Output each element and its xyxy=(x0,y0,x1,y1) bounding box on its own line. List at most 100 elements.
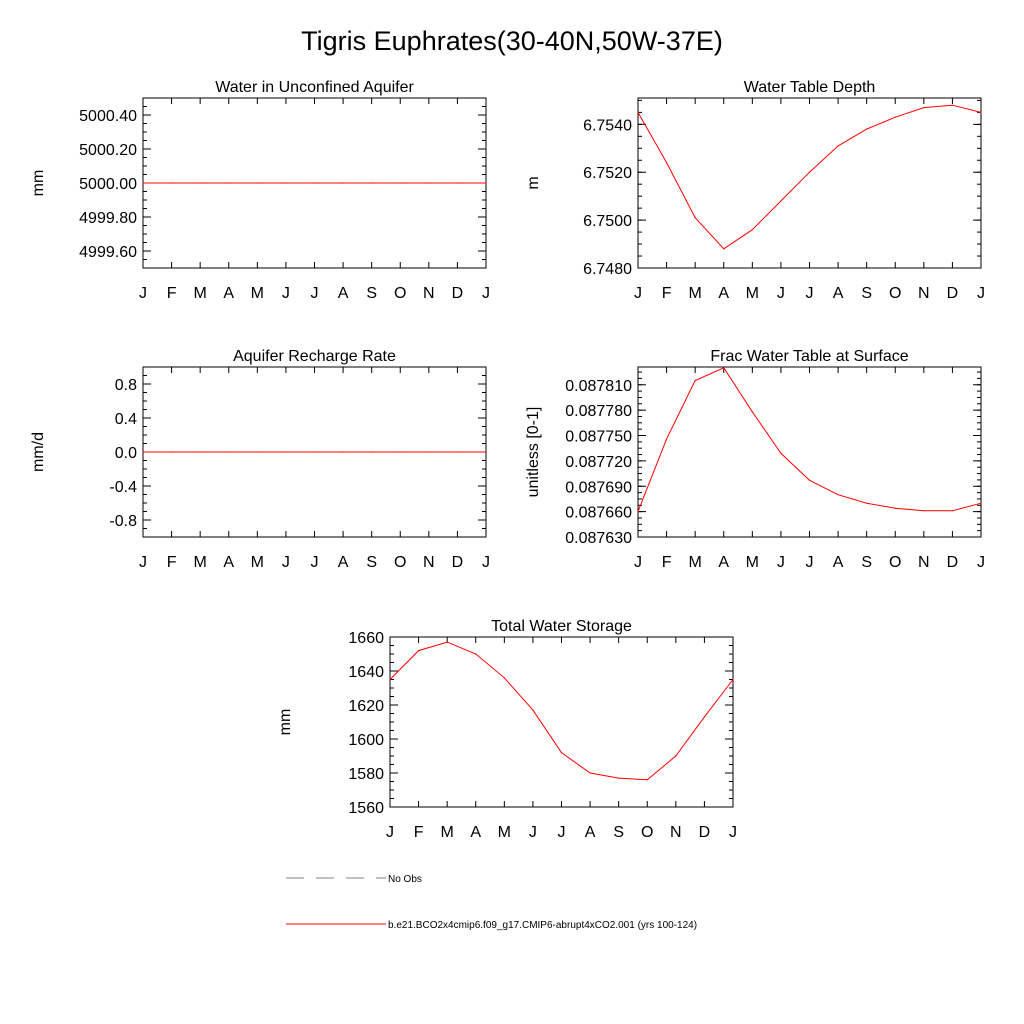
x-tick-label: J xyxy=(482,285,490,302)
data-point xyxy=(980,111,982,113)
data-point xyxy=(703,716,706,718)
data-point xyxy=(503,677,505,679)
data-point xyxy=(256,451,258,453)
data-point xyxy=(694,217,696,219)
y-axis-label: unitless [0-1] xyxy=(525,407,542,498)
y-tick-label: 0.4 xyxy=(115,411,137,428)
x-tick-label: J xyxy=(311,285,319,302)
data-point xyxy=(371,182,373,184)
x-tick-label: A xyxy=(470,824,481,841)
y-axis-label: mm xyxy=(30,170,47,197)
x-tick-label: S xyxy=(613,824,624,841)
y-tick-label: 0.087660 xyxy=(565,505,632,522)
x-tick-label: J xyxy=(806,285,814,302)
y-tick-label: 1640 xyxy=(348,664,384,681)
data-point xyxy=(342,182,344,184)
x-tick-label: O xyxy=(394,554,406,571)
x-tick-label: J xyxy=(386,824,394,841)
y-tick-label: -0.4 xyxy=(109,479,137,496)
data-point xyxy=(142,451,144,453)
panel-title: Water in Unconfined Aquifer xyxy=(215,79,414,96)
data-point xyxy=(751,411,753,413)
x-tick-label: N xyxy=(670,824,682,841)
x-tick-label: A xyxy=(718,285,729,302)
data-point xyxy=(475,653,477,655)
data-point xyxy=(866,502,868,504)
x-tick-label: N xyxy=(423,285,435,302)
data-point xyxy=(808,479,811,481)
x-tick-label: J xyxy=(977,554,985,571)
x-tick-label: J xyxy=(729,824,737,841)
x-tick-label: J xyxy=(311,554,319,571)
data-point xyxy=(313,182,316,184)
x-tick-label: M xyxy=(498,824,511,841)
y-tick-label: 5000.00 xyxy=(79,176,137,193)
data-point xyxy=(199,182,201,184)
panel-title: Aquifer Recharge Rate xyxy=(233,348,396,365)
data-point xyxy=(894,116,896,118)
x-tick-label: D xyxy=(947,554,959,571)
x-tick-label: J xyxy=(282,285,290,302)
x-tick-label: M xyxy=(441,824,454,841)
y-tick-label: 0.087690 xyxy=(565,479,632,496)
data-point xyxy=(980,502,982,504)
panel-title: Water Table Depth xyxy=(744,79,876,96)
x-tick-label: A xyxy=(338,554,349,571)
x-tick-label: O xyxy=(641,824,653,841)
data-point xyxy=(618,777,620,779)
data-point xyxy=(428,182,430,184)
data-point xyxy=(589,772,591,774)
data-point xyxy=(313,451,316,453)
y-tick-label: 6.7540 xyxy=(583,117,632,134)
x-tick-label: M xyxy=(689,554,702,571)
x-tick-label: F xyxy=(167,554,177,571)
y-axis-label: m xyxy=(525,176,542,189)
data-point xyxy=(142,182,144,184)
data-point xyxy=(428,451,430,453)
y-tick-label: 4999.60 xyxy=(79,244,137,261)
x-tick-label: F xyxy=(662,285,672,302)
data-point xyxy=(371,451,373,453)
data-point xyxy=(389,678,391,681)
y-tick-label: 6.7480 xyxy=(583,261,632,278)
data-point xyxy=(199,451,201,453)
x-tick-label: A xyxy=(833,285,844,302)
x-tick-label: A xyxy=(223,554,234,571)
x-tick-label: J xyxy=(977,285,985,302)
x-tick-label: F xyxy=(414,824,424,841)
figure-title: Tigris Euphrates(30-40N,50W-37E) xyxy=(301,26,723,56)
data-point xyxy=(665,438,668,440)
x-tick-label: J xyxy=(558,824,566,841)
data-point xyxy=(923,106,925,109)
data-point xyxy=(446,641,448,643)
x-tick-label: J xyxy=(139,554,147,571)
data-point xyxy=(694,379,696,382)
data-point xyxy=(456,182,459,184)
legend-model-label: b.e21.BCO2x4cmip6.f09_g17.CMIP6-abrupt4x… xyxy=(388,920,697,931)
data-point xyxy=(646,779,648,781)
x-tick-label: N xyxy=(423,554,435,571)
y-tick-label: 0.087630 xyxy=(565,530,632,547)
x-tick-label: A xyxy=(718,554,729,571)
x-tick-label: J xyxy=(634,554,642,571)
x-tick-label: J xyxy=(777,285,785,302)
y-tick-label: 0.8 xyxy=(115,377,137,394)
data-point xyxy=(951,104,954,106)
data-point xyxy=(399,182,401,184)
panel-title: Total Water Storage xyxy=(491,618,632,635)
x-tick-label: M xyxy=(194,285,207,302)
x-tick-label: N xyxy=(918,554,930,571)
x-tick-label: A xyxy=(833,554,844,571)
data-point xyxy=(228,182,230,184)
x-tick-label: M xyxy=(251,554,264,571)
x-tick-label: S xyxy=(861,554,872,571)
data-point xyxy=(456,451,459,453)
data-point xyxy=(866,128,868,130)
data-point xyxy=(637,111,639,113)
y-axis-label: mm xyxy=(277,709,294,736)
